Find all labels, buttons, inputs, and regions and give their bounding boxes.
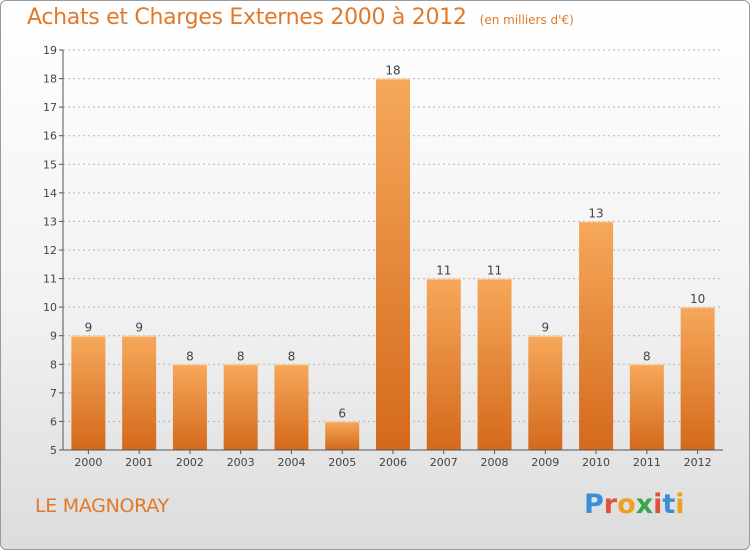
data-label: 8 [643, 349, 651, 363]
bar-2010 [579, 221, 614, 450]
location-name: LE MAGNORAY [35, 495, 169, 517]
x-tick-label: 2011 [633, 456, 661, 469]
x-tick-label: 2012 [684, 456, 712, 469]
y-tick-label: 14 [43, 187, 57, 200]
data-label: 9 [541, 321, 549, 335]
x-tick-label: 2001 [125, 456, 153, 469]
x-tick-label: 2008 [481, 456, 509, 469]
x-tick-label: 2002 [176, 456, 204, 469]
y-tick-label: 9 [50, 330, 57, 343]
bar-2009 [528, 335, 563, 450]
bar-2008 [477, 278, 512, 450]
bar-2001 [122, 335, 157, 450]
y-tick-label: 11 [43, 273, 57, 286]
x-tick-label: 2004 [277, 456, 305, 469]
x-tick-label: 2000 [74, 456, 102, 469]
bar-2002 [172, 364, 207, 450]
bar-2006 [376, 78, 410, 451]
logo-letter: x [635, 489, 654, 520]
bar-2004 [274, 364, 309, 450]
logo-letter: r [603, 489, 618, 520]
data-label: 9 [135, 321, 143, 335]
y-tick-label: 10 [43, 301, 57, 314]
logo-letter: t [662, 489, 676, 520]
y-tick-label: 5 [50, 444, 57, 457]
data-label: 8 [186, 349, 194, 363]
data-label: 6 [338, 406, 346, 420]
logo-letter: o [617, 489, 636, 520]
x-tick-label: 2003 [227, 456, 255, 469]
y-tick-label: 17 [43, 101, 57, 114]
x-tick-label: 2005 [328, 456, 356, 469]
data-label: 8 [237, 349, 245, 363]
bars: 9 9 8 8 8 6 18 11 11 9 13 8 10 [71, 64, 715, 451]
axes: 5 6 7 8 9 10 11 12 13 14 15 16 17 18 19 2000 2001 2002 200… [43, 44, 723, 469]
x-tick-label: 2009 [531, 456, 559, 469]
logo-letter: i [653, 489, 663, 520]
y-tick-label: 7 [50, 387, 57, 400]
bar-2000 [71, 335, 106, 450]
y-tick-label: 16 [43, 130, 57, 143]
x-tick-label: 2007 [430, 456, 458, 469]
y-tick-label: 15 [43, 158, 57, 171]
y-tick-label: 8 [50, 358, 57, 371]
data-label: 11 [436, 264, 451, 278]
chart-title-block: Achats et Charges Externes 2000 à 2012 (… [27, 5, 574, 30]
logo-letter: i [675, 489, 685, 520]
bar-2005 [325, 421, 360, 450]
bar-2003 [223, 364, 258, 450]
data-label: 11 [487, 264, 502, 278]
y-tick-label: 19 [43, 44, 57, 57]
bar-2012 [680, 307, 715, 450]
y-tick-label: 18 [43, 73, 57, 86]
data-label: 9 [85, 321, 93, 335]
bar-2007 [426, 278, 461, 450]
bar-2011 [629, 364, 664, 450]
data-label: 18 [385, 64, 400, 78]
y-tick-label: 13 [43, 215, 57, 228]
y-tick-label: 12 [43, 244, 57, 257]
logo-letter: P [584, 489, 604, 520]
data-label: 13 [588, 206, 603, 220]
data-label: 8 [288, 349, 296, 363]
data-label: 10 [690, 292, 705, 306]
x-tick-label: 2006 [379, 456, 407, 469]
y-tick-label: 6 [50, 415, 57, 428]
chart-subtitle: (en milliers d'€) [479, 13, 574, 27]
proxiti-logo: Proxiti [584, 489, 685, 520]
chart-title: Achats et Charges Externes 2000 à 2012 [27, 5, 467, 30]
x-tick-label: 2010 [582, 456, 610, 469]
